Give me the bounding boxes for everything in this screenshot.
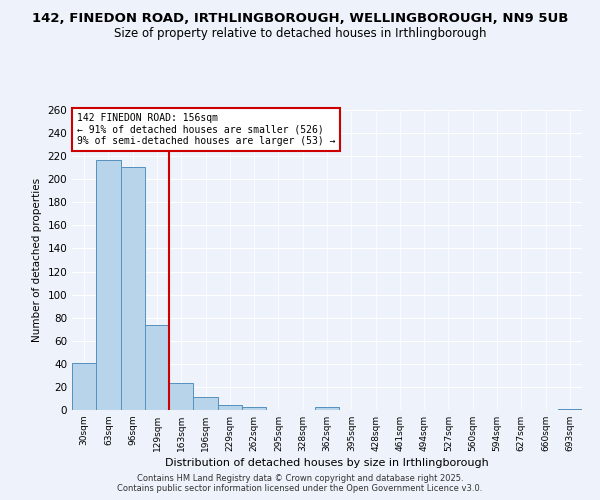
- Bar: [315, 406, 339, 410]
- X-axis label: Distribution of detached houses by size in Irthlingborough: Distribution of detached houses by size …: [165, 458, 489, 468]
- Bar: [242, 406, 266, 410]
- Text: Contains public sector information licensed under the Open Government Licence v3: Contains public sector information licen…: [118, 484, 482, 493]
- Y-axis label: Number of detached properties: Number of detached properties: [32, 178, 42, 342]
- Bar: [145, 324, 169, 410]
- Text: 142, FINEDON ROAD, IRTHLINGBOROUGH, WELLINGBOROUGH, NN9 5UB: 142, FINEDON ROAD, IRTHLINGBOROUGH, WELL…: [32, 12, 568, 26]
- Bar: [193, 398, 218, 410]
- Bar: [558, 409, 582, 410]
- Text: 142 FINEDON ROAD: 156sqm
← 91% of detached houses are smaller (526)
9% of semi-d: 142 FINEDON ROAD: 156sqm ← 91% of detach…: [77, 113, 335, 146]
- Bar: [72, 362, 96, 410]
- Text: Contains HM Land Registry data © Crown copyright and database right 2025.: Contains HM Land Registry data © Crown c…: [137, 474, 463, 483]
- Bar: [96, 160, 121, 410]
- Bar: [169, 384, 193, 410]
- Bar: [121, 166, 145, 410]
- Text: Size of property relative to detached houses in Irthlingborough: Size of property relative to detached ho…: [114, 28, 486, 40]
- Bar: [218, 406, 242, 410]
